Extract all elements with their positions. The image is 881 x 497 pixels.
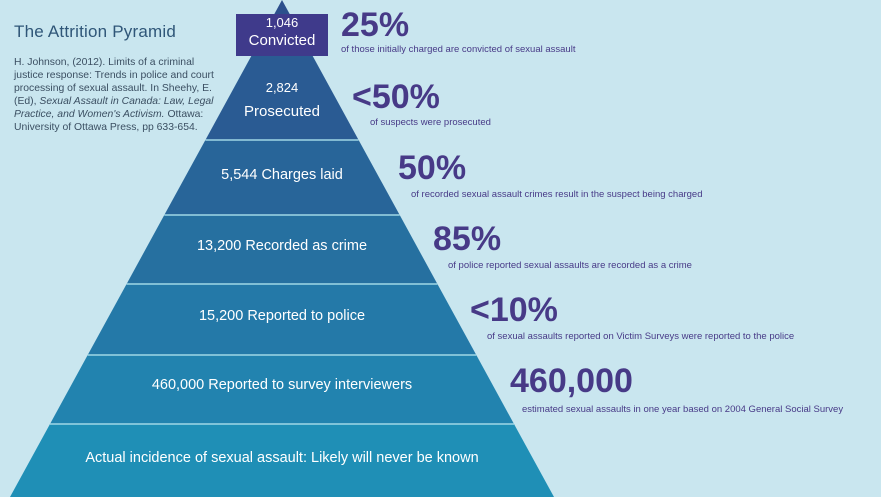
stat-description-1: of those initially charged are convicted… (341, 44, 576, 55)
pyramid-tier-6 (50, 355, 514, 424)
citation-part1: H. Johnson, (2012). Limits of a criminal… (14, 57, 214, 107)
tier-label-2-line-1: 2,824 (266, 80, 299, 95)
tier-label-3-line-1: 5,544 Charges laid (221, 167, 343, 183)
pyramid-tier-4 (126, 215, 438, 284)
citation: H. Johnson, (2012). Limits of a criminal… (14, 56, 219, 134)
tier-label-4-line-1: 13,200 Recorded as crime (197, 238, 367, 254)
tier-label-1-line-2: Convicted (249, 32, 316, 49)
citation-part2: Ottawa: University of Ottawa Press, pp 6… (14, 109, 204, 133)
stat-description-4: of police reported sexual assaults are r… (448, 260, 692, 271)
stat-description-5: of sexual assaults reported on Victim Su… (487, 331, 795, 342)
stat-value-6: 460,000 (510, 362, 633, 400)
stat-value-4: 85% (433, 220, 502, 258)
convicted-label-box (236, 14, 328, 56)
stat-value-5: <10% (470, 291, 558, 329)
tier-label-6-line-1: 460,000 Reported to survey interviewers (152, 377, 412, 393)
tier-label-5-line-1: 15,200 Reported to police (199, 308, 365, 324)
pyramid-tier-5 (87, 284, 477, 355)
stat-description-3: of recorded sexual assault crimes result… (411, 189, 703, 200)
pyramid-tier-3 (164, 140, 400, 215)
stat-description-2: of suspects were prosecuted (370, 117, 491, 128)
page-title: The Attrition Pyramid (14, 22, 176, 41)
stat-value-2: <50% (352, 78, 440, 116)
tier-label-7-line-1: Actual incidence of sexual assault: Like… (85, 450, 478, 466)
stat-description-6: estimated sexual assaults in one year ba… (522, 404, 844, 415)
pyramid-tier-7 (10, 424, 554, 497)
citation-book-title: Sexual Assault in Canada: Law, Legal Pra… (14, 96, 214, 120)
tier-label-1-line-1: 1,046 (266, 15, 299, 30)
tier-label-2-line-2: Prosecuted (244, 103, 320, 120)
stat-value-1: 25% (341, 6, 410, 44)
pyramid-tier-2 (205, 52, 359, 140)
stat-value-3: 50% (398, 149, 467, 187)
